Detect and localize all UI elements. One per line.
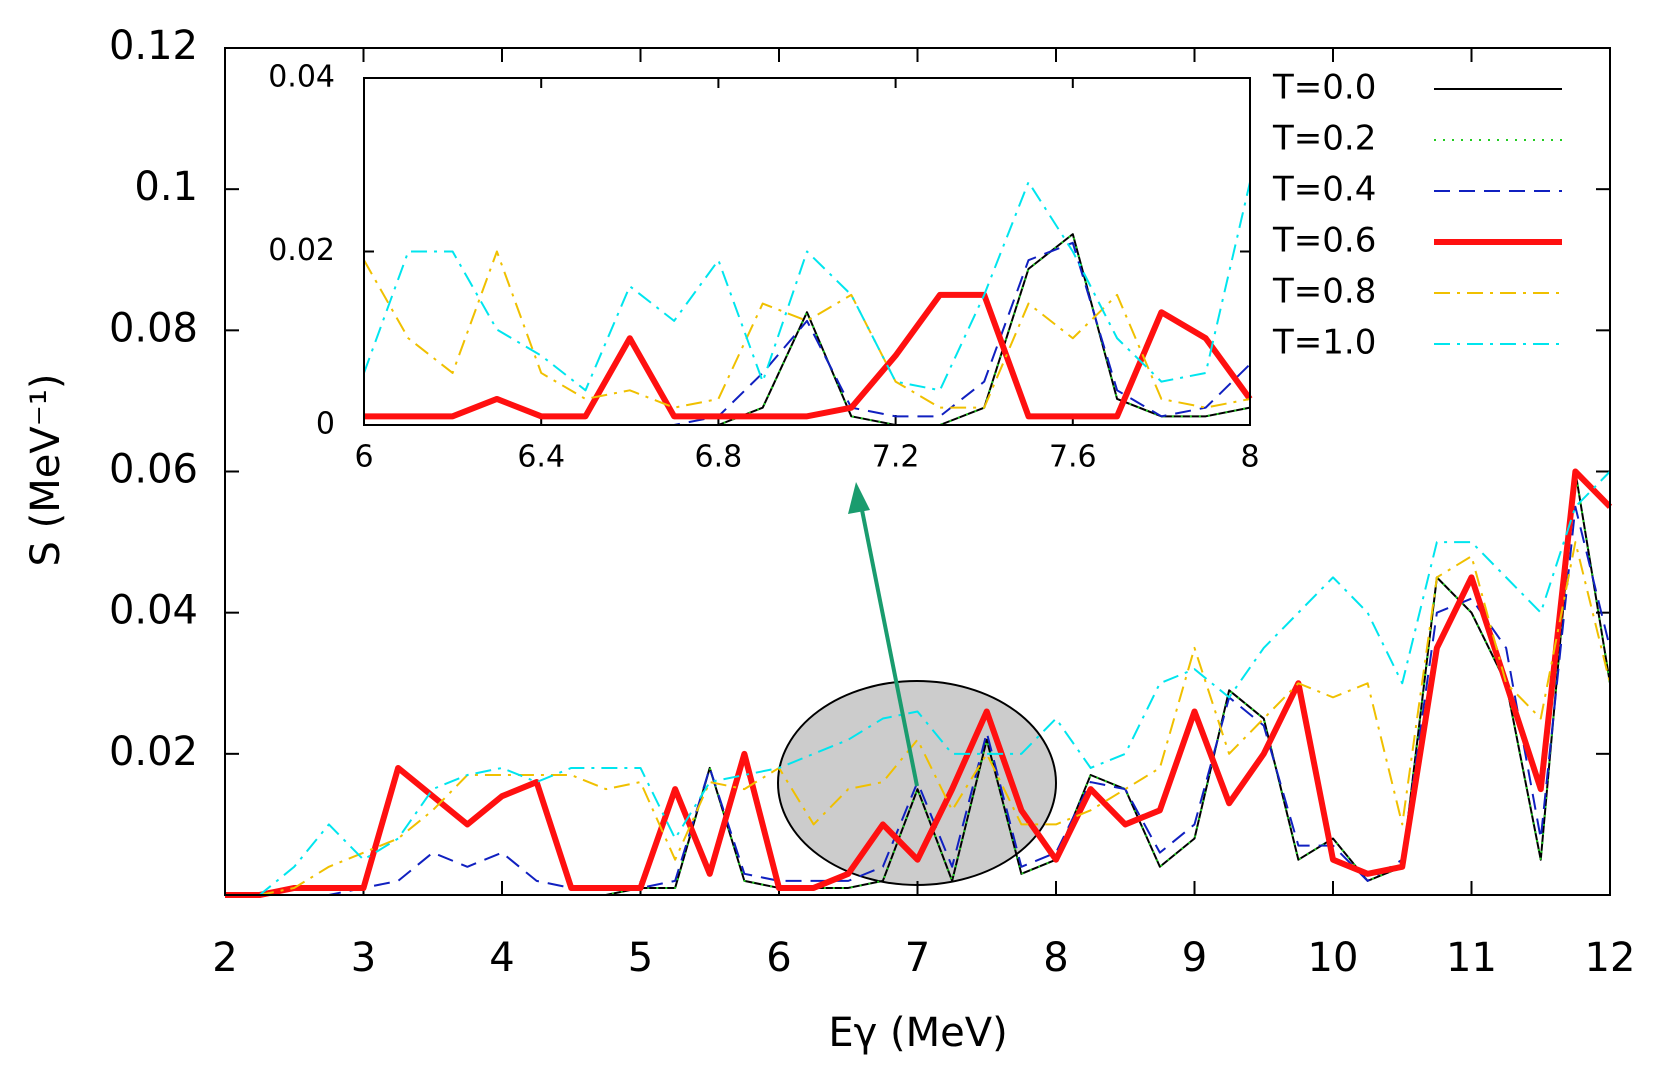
y-tick-label: 0.06 [109,447,198,493]
x-tick-label: 3 [351,935,376,981]
x-tick-label: 10 [1308,935,1359,981]
x-tick-label: 4 [489,935,514,981]
y-axis-label: S (MeV⁻¹) [23,374,69,567]
main-plot: 2 3 4 5 6 7 8 9 10 11 12 0.02 0.04 0.06 0.08 0.1 0.12 T=0… [109,23,1636,981]
arrow-shaft [858,499,919,787]
series-line [363,181,1251,392]
x-tick-label: 8 [1043,935,1068,981]
x-tick-label: 7 [905,935,930,981]
x-tick-label: 6 [354,440,373,475]
series-line [225,470,1611,896]
x-tick-label: 7.6 [1049,440,1097,475]
legend-label: T=0.4 [1272,170,1376,210]
plot-frame [363,77,1251,426]
x-tick-label: 9 [1182,935,1207,981]
legend-label: T=0.0 [1272,68,1376,108]
y-tick-label: 0.12 [109,23,198,69]
x-tick-label: 2 [212,935,237,981]
x-tick-label: 6.8 [695,440,743,475]
y-tick-label: 0 [316,407,335,442]
x-tick-label: 6.4 [517,440,565,475]
y-tick-label: 0.1 [134,164,198,210]
legend-label: T=1.0 [1272,323,1376,363]
x-axis-label: Eγ (MeV) [828,1010,1007,1056]
plot-frame [224,47,1611,896]
inset-plot: 6 6.4 6.8 7.2 7.6 8 0 0.02 0.04 [268,60,1259,475]
x-tick-label: 11 [1446,935,1497,981]
series-line [225,468,1613,898]
x-tick-label: 7.2 [872,440,920,475]
x-tick-label: 5 [628,935,653,981]
y-tick-label: 0.02 [268,233,335,268]
y-tick-label: 0.08 [109,305,198,351]
x-tick-label: 12 [1585,935,1636,981]
x-tick-label: 8 [1240,440,1259,475]
y-tick-label: 0.04 [268,60,335,95]
series-line [364,291,1253,420]
legend-label: T=0.2 [1272,119,1376,159]
y-tick-label: 0.02 [109,729,198,775]
y-tick-label: 0.04 [109,588,198,634]
legend-label: T=0.6 [1272,221,1376,261]
x-tick-label: 6 [766,935,791,981]
series-line [364,241,1251,426]
arrow-head [848,482,870,514]
legend-label: T=0.8 [1272,272,1376,312]
